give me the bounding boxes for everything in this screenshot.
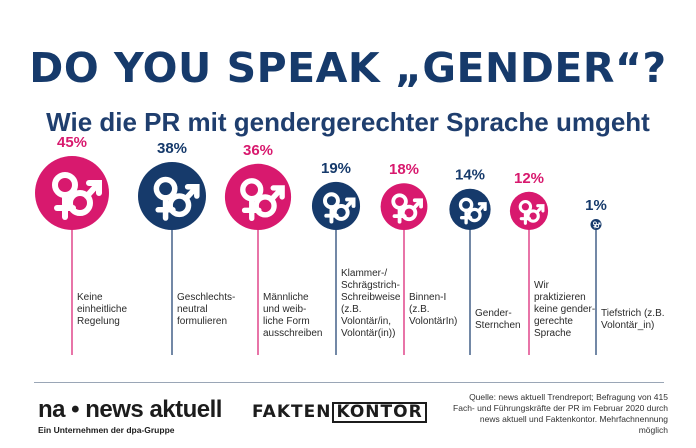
news-aktuell-logo: na • news aktuell xyxy=(38,396,222,423)
faktenkontor-logo-part1: FAKTEN xyxy=(252,402,332,422)
category-label: Klammer-/Schrägstrich-Schreibweise (z.B. V… xyxy=(341,268,401,339)
category-label: Binnen-I (z.B. VolontärIn) xyxy=(409,292,457,327)
gender-symbols-icon xyxy=(153,176,200,221)
gender-symbols-icon xyxy=(458,197,487,225)
source-note: Quelle: news aktuell Trendreport; Befrag… xyxy=(453,392,668,435)
value-label: 38% xyxy=(157,140,187,157)
category-label: Tiefstrich (z.B. Volontär_in) xyxy=(601,308,665,331)
category-label: Keine einheitliche Regelung xyxy=(77,292,127,327)
value-label: 14% xyxy=(455,167,485,184)
value-label: 36% xyxy=(243,142,273,159)
faktenkontor-logo: FAKTEN KONTOR xyxy=(252,402,428,423)
news-aktuell-tagline: Ein Unternehmen der dpa-Gruppe xyxy=(38,425,175,435)
category-label: Geschlechts-neutral formulieren xyxy=(177,292,235,327)
page-title: DO YOU SPEAK „GENDER“? xyxy=(29,44,667,92)
gender-symbols-icon xyxy=(240,178,285,222)
page-subtitle: Wie die PR mit gendergerechter Sprache u… xyxy=(46,107,650,137)
footer-divider xyxy=(34,382,664,383)
gender-symbols-icon xyxy=(391,193,423,224)
gender-symbols-icon xyxy=(593,221,601,229)
value-label: 12% xyxy=(514,170,544,187)
value-label: 19% xyxy=(321,160,351,177)
gender-symbols-icon xyxy=(52,172,102,220)
category-label: Gender-Sternchen xyxy=(475,308,521,331)
value-label: 18% xyxy=(389,161,419,178)
category-label: Männliche und weib-liche Form ausschreiben xyxy=(263,292,322,339)
faktenkontor-logo-part2: KONTOR xyxy=(332,402,427,423)
category-label: Wir praktizieren keine gender-gerechte Spra… xyxy=(534,280,595,339)
value-label: 45% xyxy=(57,134,87,151)
gender-symbols-icon xyxy=(323,192,356,224)
value-label: 1% xyxy=(585,197,607,214)
gender-symbols-icon xyxy=(518,200,545,225)
